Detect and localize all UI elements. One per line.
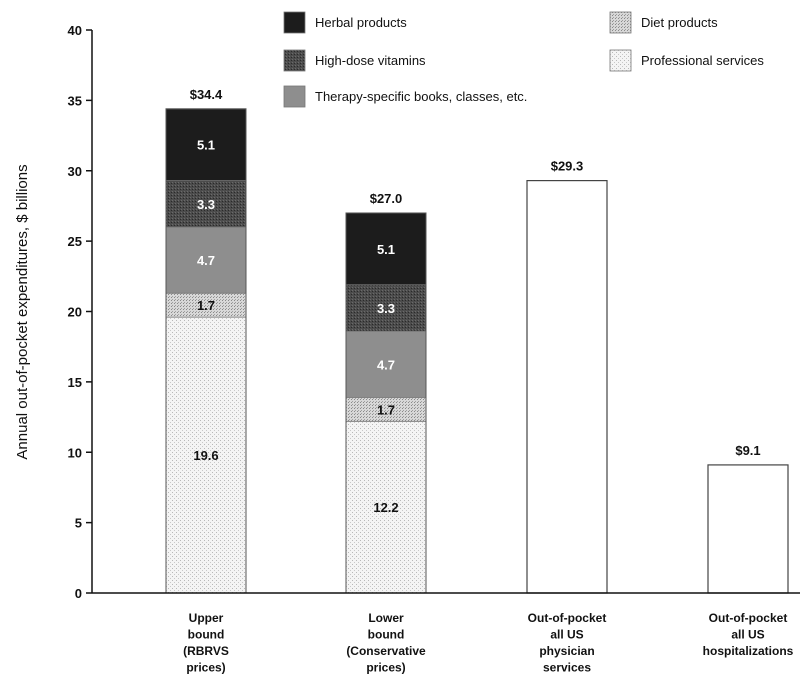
legend-swatch — [609, 49, 632, 72]
legend-swatch — [609, 11, 632, 34]
category-label: prices) — [186, 661, 225, 675]
y-tick-label: 30 — [68, 164, 82, 179]
y-tick-label: 0 — [75, 586, 82, 601]
y-tick-label: 25 — [68, 234, 82, 249]
category-label: services — [543, 661, 591, 675]
y-axis-title: Annual out-of-pocket expenditures, $ bil… — [14, 164, 31, 459]
total-label: $29.3 — [551, 159, 584, 174]
segment-label: 1.7 — [377, 402, 395, 417]
y-tick-label: 35 — [68, 93, 82, 108]
bar-labels: 19.6 1.7 4.7 3.3 5.1 12.2 1.7 4.7 3.3 5.1 $34.4 $27… — [190, 87, 761, 515]
legend-label: Professional services — [641, 53, 764, 68]
total-label: $34.4 — [190, 87, 223, 102]
bar-segment — [345, 420, 427, 594]
legend-label: High-dose vitamins — [315, 53, 426, 68]
y-tick-label: 15 — [68, 375, 82, 390]
category-label: bound — [188, 628, 225, 642]
category-label: prices) — [366, 661, 405, 675]
x-axis: Upper bound (RBRVS prices) Lower bound (Conser… — [183, 611, 794, 675]
legend-swatch — [283, 49, 306, 72]
legend-swatch — [283, 11, 306, 34]
legend: Herbal products High-dose vitamins Therapy… — [283, 11, 764, 108]
y-tick-label: 10 — [68, 445, 82, 460]
y-tick-label: 5 — [75, 516, 82, 531]
bar-segment — [345, 212, 427, 286]
category-label: hospitalizations — [703, 644, 794, 658]
bars — [92, 108, 800, 594]
segment-label: 4.7 — [197, 253, 215, 268]
bar-segment — [165, 180, 247, 228]
y-tick-label: 40 — [68, 23, 82, 38]
total-label: $27.0 — [370, 191, 403, 206]
legend-label: Therapy-specific books, classes, etc. — [315, 89, 527, 104]
category-label: Upper — [189, 611, 224, 625]
legend-swatch — [283, 85, 306, 108]
category-label: Lower — [368, 611, 404, 625]
segment-label: 3.3 — [197, 197, 215, 212]
bar-segment — [165, 108, 247, 182]
category-label: physician — [539, 644, 594, 658]
bar-hollow — [526, 180, 608, 594]
category-label: (RBRVS — [183, 644, 229, 658]
category-label: (Conservative — [346, 644, 426, 658]
category-label: bound — [368, 628, 405, 642]
segment-label: 1.7 — [197, 298, 215, 313]
category-label: Out-of-pocket — [528, 611, 607, 625]
segment-label: 5.1 — [377, 242, 395, 257]
segment-label: 4.7 — [377, 357, 395, 372]
legend-label: Diet products — [641, 15, 718, 30]
legend-label: Herbal products — [315, 15, 407, 30]
category-label: Out-of-pocket — [709, 611, 788, 625]
total-label: $9.1 — [735, 443, 760, 458]
segment-label: 5.1 — [197, 138, 215, 153]
bar-hollow — [707, 464, 789, 594]
y-axis: 0 5 10 15 20 25 30 35 40 — [68, 23, 93, 601]
segment-label: 3.3 — [377, 301, 395, 316]
category-label: all US — [731, 628, 764, 642]
bar-segment — [165, 226, 247, 294]
segment-label: 19.6 — [193, 448, 218, 463]
bar-segment — [345, 330, 427, 398]
y-tick-label: 20 — [68, 305, 82, 320]
segment-label: 12.2 — [373, 500, 398, 515]
category-label: all US — [550, 628, 583, 642]
